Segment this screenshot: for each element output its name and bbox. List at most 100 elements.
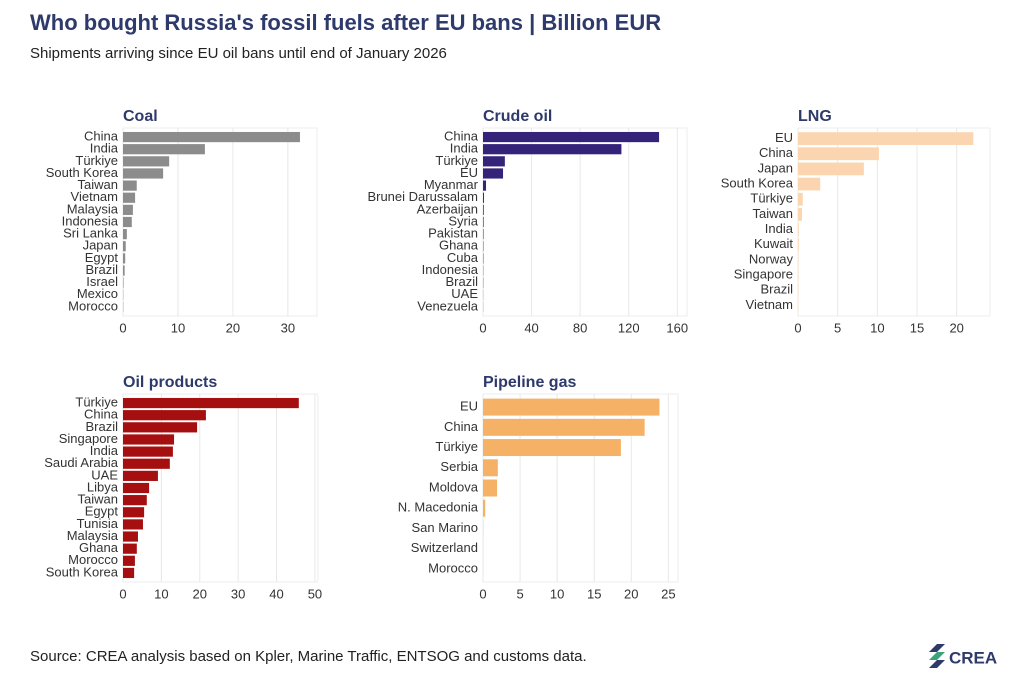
bar (483, 131, 660, 143)
plot-area (122, 393, 319, 583)
x-tick-label: 30 (231, 586, 245, 601)
y-tick-label: UAE (451, 286, 478, 301)
panel-title: LNG (798, 108, 832, 125)
x-tick-label: 40 (524, 320, 538, 335)
y-tick-label: Taiwan (78, 492, 118, 507)
y-tick-label: Taiwan (753, 206, 793, 221)
y-tick-label: Kuwait (754, 236, 793, 251)
logo-icon (929, 644, 945, 668)
y-tick-label: Ghana (79, 540, 119, 555)
y-tick-label: China (444, 419, 479, 434)
bar (123, 229, 127, 240)
x-tick-label: 15 (587, 586, 601, 601)
bar (123, 204, 133, 215)
bar (123, 458, 170, 469)
bar (123, 434, 175, 445)
bar (123, 253, 126, 264)
y-tick-label: Moldova (429, 479, 479, 494)
x-tick-label: 80 (573, 320, 587, 335)
y-tick-label: Vietnam (746, 297, 793, 312)
bar (123, 470, 158, 481)
plot-area (482, 127, 688, 317)
y-tick-label: Brunei Darussalam (367, 189, 478, 204)
y-tick-label: India (90, 141, 119, 156)
y-tick-label: Vietnam (71, 189, 118, 204)
bar (483, 216, 484, 228)
x-tick-label: 10 (870, 320, 884, 335)
y-tick-label: China (444, 129, 479, 144)
panel-title: Coal (123, 108, 158, 125)
y-tick-label: Brazil (85, 262, 118, 277)
bar (123, 180, 137, 191)
y-tick-label: Malaysia (67, 528, 119, 543)
y-tick-label: Türkiye (750, 191, 793, 206)
bar (123, 265, 125, 276)
y-tick-label: Türkiye (435, 153, 478, 168)
bar (123, 144, 205, 155)
y-tick-label: Norway (749, 251, 794, 266)
y-tick-label: Brazil (760, 282, 793, 297)
y-tick-label: Morocco (68, 552, 118, 567)
y-tick-label: Azerbaijan (417, 201, 478, 216)
bar (123, 216, 132, 228)
bar (483, 418, 645, 436)
y-tick-label: UAE (91, 467, 118, 482)
x-tick-label: 5 (834, 320, 841, 335)
panel-title: Crude oil (483, 108, 552, 125)
y-tick-label: Brazil (85, 419, 118, 434)
x-tick-label: 0 (794, 320, 801, 335)
y-tick-label: China (759, 145, 794, 160)
bar (798, 132, 974, 145)
y-tick-label: Türkiye (435, 439, 478, 454)
y-tick-label: Indonesia (62, 213, 119, 228)
y-tick-label: Venezuela (417, 298, 478, 313)
bar (123, 543, 137, 554)
y-tick-label: India (765, 221, 794, 236)
y-tick-label: Israel (86, 274, 118, 289)
x-tick-label: 20 (949, 320, 963, 335)
x-tick-label: 10 (550, 586, 564, 601)
bar (483, 168, 504, 179)
x-tick-label: 50 (308, 586, 322, 601)
bar (123, 567, 135, 579)
bar (123, 495, 147, 506)
y-tick-label: Ghana (439, 238, 479, 253)
bar (483, 459, 498, 477)
y-tick-label: Singapore (734, 267, 793, 282)
y-tick-label: India (90, 443, 119, 458)
source-note: Source: CREA analysis based on Kpler, Ma… (30, 648, 587, 665)
x-tick-label: 15 (910, 320, 924, 335)
x-tick-label: 10 (154, 586, 168, 601)
x-tick-label: 20 (624, 586, 638, 601)
panel-title: Pipeline gas (483, 374, 576, 391)
y-tick-label: Cuba (447, 250, 479, 265)
bar (123, 482, 150, 494)
bar (123, 397, 299, 409)
y-tick-label: South Korea (46, 564, 119, 579)
bar (798, 147, 879, 161)
bar (483, 479, 498, 497)
y-tick-label: Morocco (68, 298, 118, 313)
y-tick-label: China (84, 407, 119, 422)
bar (123, 410, 206, 421)
y-tick-label: N. Macedonia (398, 500, 479, 515)
bar (798, 177, 821, 191)
bar (483, 204, 484, 215)
bar (123, 156, 170, 167)
y-tick-label: Serbia (440, 459, 478, 474)
bar (798, 208, 802, 221)
y-tick-label: Egypt (85, 250, 119, 265)
y-tick-label: Switzerland (411, 540, 478, 555)
y-tick-label: Mexico (77, 286, 118, 301)
x-tick-label: 160 (666, 320, 688, 335)
y-tick-label: Morocco (428, 560, 478, 575)
bar (483, 192, 484, 203)
y-tick-label: Türkiye (75, 153, 118, 168)
y-tick-label: Malaysia (67, 201, 119, 216)
bar (123, 192, 136, 203)
bar (798, 223, 799, 236)
x-tick-label: 25 (661, 586, 675, 601)
y-tick-label: Pakistan (428, 226, 478, 241)
x-tick-label: 30 (281, 320, 295, 335)
y-tick-label: Myanmar (424, 177, 479, 192)
